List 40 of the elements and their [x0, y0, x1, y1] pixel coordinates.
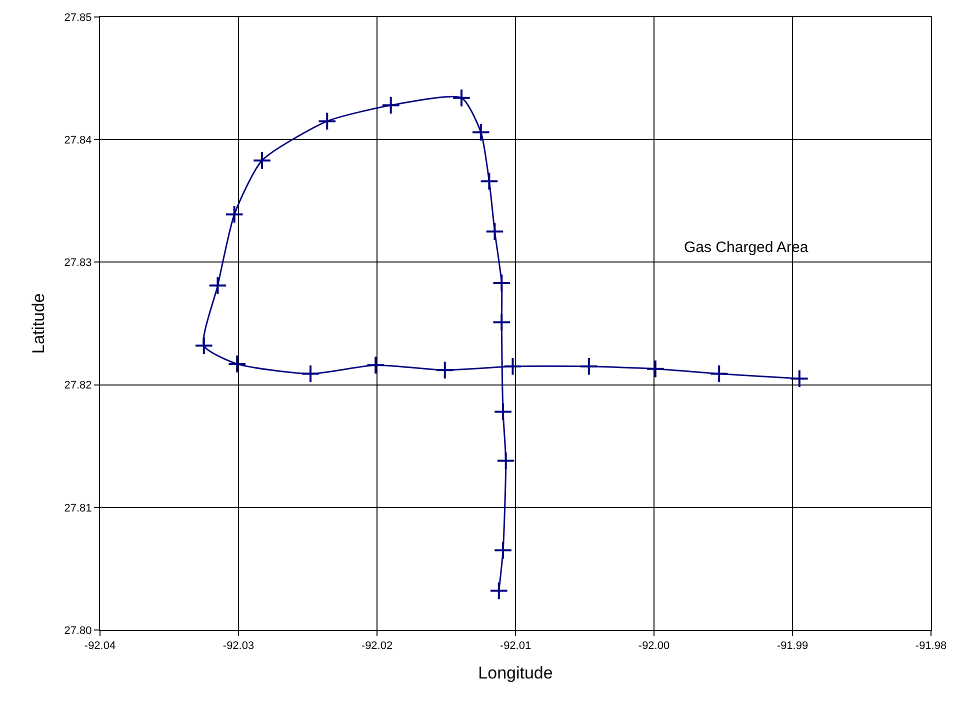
x-tick-label: -92.03	[222, 640, 254, 652]
y-tick-label: 27.80	[64, 624, 92, 637]
point	[492, 312, 512, 332]
y-tick-label: 27.83	[64, 257, 92, 270]
point	[435, 360, 454, 380]
point	[194, 336, 214, 355]
y-axis-title: Latitude	[28, 293, 48, 354]
point	[228, 354, 247, 374]
point	[480, 172, 499, 191]
point	[580, 357, 598, 376]
point	[485, 222, 504, 241]
point	[710, 364, 728, 384]
point	[208, 276, 228, 295]
x-tick-label: -92.04	[84, 640, 116, 652]
x-tick-label: -91.98	[915, 640, 947, 652]
y-tick-label: 27.85	[64, 12, 92, 24]
point	[381, 96, 400, 115]
point	[301, 364, 320, 384]
y-tick-label: 27.84	[64, 134, 92, 146]
point	[224, 204, 244, 224]
point	[252, 151, 272, 170]
x-axis-title: Longitude	[478, 664, 553, 683]
point	[494, 402, 512, 422]
y-tick-label: 27.82	[64, 380, 92, 392]
point	[471, 122, 490, 142]
y-tick-label: 27.81	[64, 502, 92, 514]
x-tick-label: -92.02	[361, 640, 393, 652]
x-tick-label: -91.99	[776, 640, 808, 652]
point	[503, 357, 522, 376]
point	[492, 274, 512, 292]
point	[494, 540, 512, 560]
point	[646, 359, 665, 378]
x-tick-label: -92.01	[500, 640, 532, 652]
point	[496, 451, 516, 470]
point	[318, 112, 337, 131]
point	[452, 88, 471, 108]
point	[790, 369, 809, 388]
point	[489, 581, 508, 600]
x-tick-label: -92.00	[638, 640, 670, 652]
point	[366, 356, 386, 375]
